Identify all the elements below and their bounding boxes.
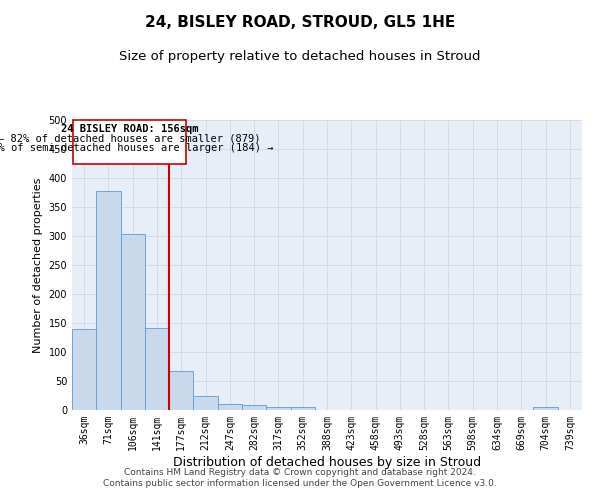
Text: Contains HM Land Registry data © Crown copyright and database right 2024.
Contai: Contains HM Land Registry data © Crown c… [103, 468, 497, 487]
Bar [121, 234, 145, 410]
Bar [145, 328, 169, 410]
X-axis label: Distribution of detached houses by size in Stroud: Distribution of detached houses by size … [173, 456, 481, 468]
Text: Size of property relative to detached houses in Stroud: Size of property relative to detached ho… [119, 50, 481, 63]
Text: 24, BISLEY ROAD, STROUD, GL5 1HE: 24, BISLEY ROAD, STROUD, GL5 1HE [145, 15, 455, 30]
Text: 17% of semi-detached houses are larger (184) →: 17% of semi-detached houses are larger (… [0, 142, 274, 152]
Bar [266, 407, 290, 410]
FancyBboxPatch shape [73, 120, 186, 164]
Bar [72, 329, 96, 410]
Text: 24 BISLEY ROAD: 156sqm: 24 BISLEY ROAD: 156sqm [61, 124, 199, 134]
Y-axis label: Number of detached properties: Number of detached properties [33, 178, 43, 352]
Bar [218, 404, 242, 410]
Bar [169, 370, 193, 410]
Text: ← 82% of detached houses are smaller (879): ← 82% of detached houses are smaller (87… [0, 134, 261, 143]
Bar [242, 406, 266, 410]
Bar [193, 396, 218, 410]
Bar [96, 191, 121, 410]
Bar [533, 406, 558, 410]
Bar [290, 407, 315, 410]
